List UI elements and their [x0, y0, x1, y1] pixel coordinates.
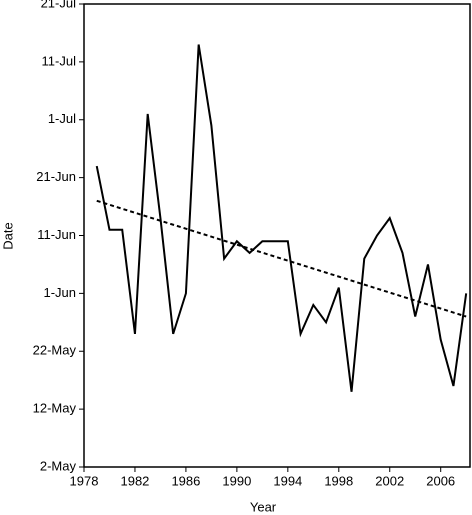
y-axis-title: Date — [0, 222, 15, 249]
y-tick-label: 22-May — [33, 343, 77, 358]
trend-line — [96, 199, 467, 318]
plot-frame — [83, 3, 471, 468]
x-tick-label: 1978 — [70, 473, 99, 488]
x-tick-label: 1986 — [171, 473, 200, 488]
x-axis-title: Year — [250, 499, 277, 514]
x-tick-label: 1982 — [120, 473, 149, 488]
y-tick-label: 11-Jun — [37, 227, 76, 242]
y-tick-label: 2-May — [40, 458, 77, 473]
x-tick-label: 1998 — [324, 473, 353, 488]
data-line — [95, 44, 468, 392]
y-tick-label: 21-Jun — [36, 169, 76, 184]
x-tick-label: 1990 — [222, 473, 251, 488]
x-tick-label: 2006 — [426, 473, 455, 488]
x-tick-label: 1994 — [273, 473, 302, 488]
x-tick-label: 2002 — [375, 473, 404, 488]
y-tick-label: 1-Jul — [48, 111, 76, 126]
y-tick-label: 21-Jul — [41, 0, 77, 10]
y-tick-label: 11-Jul — [42, 53, 77, 68]
y-tick-label: 1-Jun — [43, 285, 76, 300]
y-tick-label: 12-May — [33, 401, 77, 416]
